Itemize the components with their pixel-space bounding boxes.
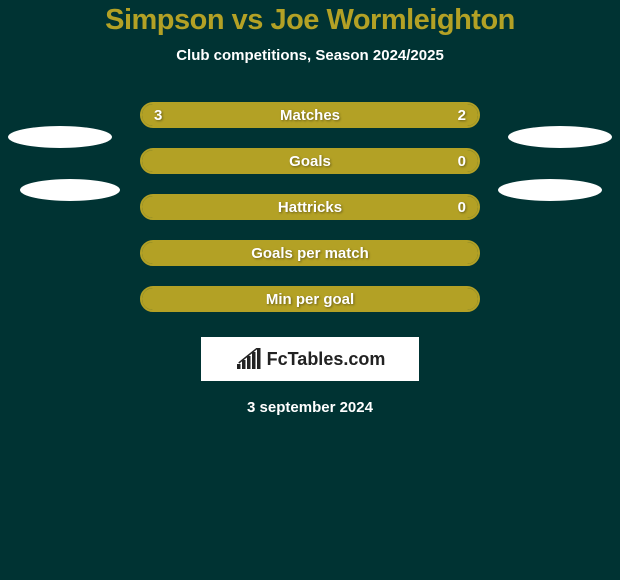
stat-value-right: 0 [458,196,466,218]
decorative-ellipse [508,126,612,148]
stat-label: Goals per match [142,242,478,264]
subtitle: Club competitions, Season 2024/2025 [0,47,620,64]
bars-icon [235,348,263,370]
stat-label: Min per goal [142,288,478,310]
stat-row: Min per goal [0,286,620,312]
stat-pill: Goals per match [140,240,480,266]
stat-row: Matches3 2 [0,102,620,128]
stat-value-right: 2 [458,104,466,126]
comparison-widget: Simpson vs Joe Wormleighton Club competi… [0,0,620,416]
stat-pill: Min per goal [140,286,480,312]
page-title: Simpson vs Joe Wormleighton [0,0,620,37]
stat-value-left: 3 [154,104,162,126]
stat-label: Hattricks [142,196,478,218]
decorative-ellipse [8,126,112,148]
stat-pill: Hattricks0 [140,194,480,220]
logo-box: FcTables.com [201,337,419,381]
stat-label: Matches [142,104,478,126]
stat-value-right: 0 [458,150,466,172]
stat-row: Goals0 [0,148,620,174]
stat-row: Hattricks0 [0,194,620,220]
stat-pill: Goals0 [140,148,480,174]
stat-row: Goals per match [0,240,620,266]
logo-text: FcTables.com [267,349,386,370]
stat-pill: Matches3 2 [140,102,480,128]
logo: FcTables.com [235,348,386,370]
stat-label: Goals [142,150,478,172]
date-label: 3 september 2024 [0,399,620,416]
